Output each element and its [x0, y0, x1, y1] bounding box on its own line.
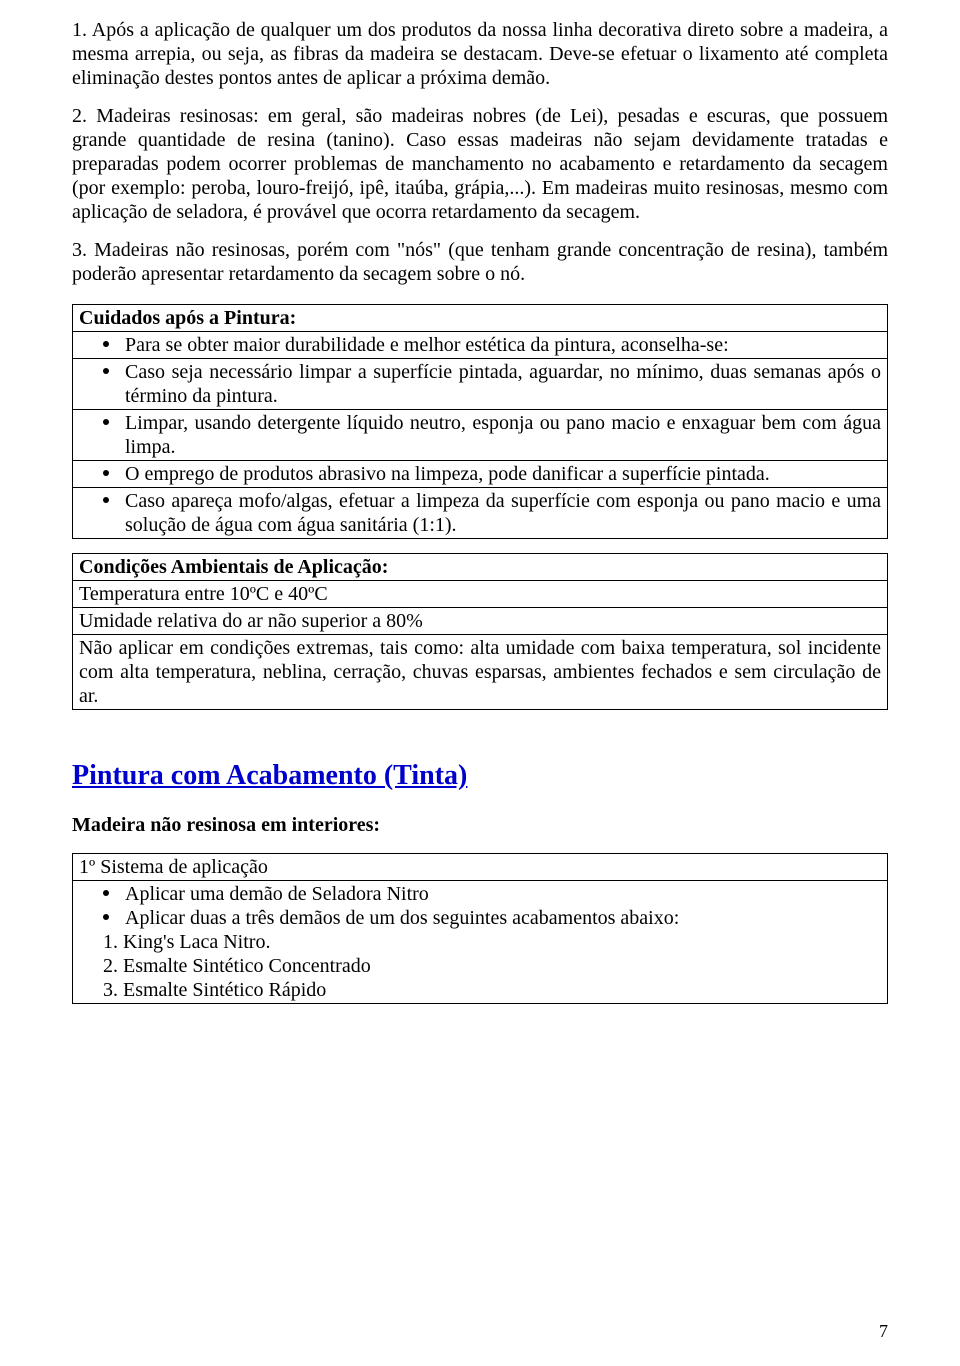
sub-heading: Madeira não resinosa em interiores: — [72, 814, 888, 837]
table-row: Aplicar uma demão de Seladora Nitro Apli… — [73, 881, 888, 1004]
bullet-text: Aplicar duas a três demãos de um dos seg… — [125, 906, 881, 930]
bullet-text: Limpar, usando detergente líquido neutro… — [125, 411, 881, 459]
item-number: 1. — [72, 19, 87, 41]
numbered-sub-item: 1. King's Laca Nitro. — [79, 930, 881, 954]
list-item: 2. Madeiras resinosas: em geral, são mad… — [72, 104, 888, 224]
list-item: 3. Madeiras não resinosas, porém com "nó… — [72, 238, 888, 286]
sub-text: King's Laca Nitro. — [123, 931, 270, 953]
table-row: Caso seja necessário limpar a superfície… — [73, 359, 888, 410]
table-row: Não aplicar em condições extremas, tais … — [73, 635, 888, 710]
sistema-title: 1º Sistema de aplicação — [73, 854, 888, 881]
numbered-sub-item: 2. Esmalte Sintético Concentrado — [79, 954, 881, 978]
bullet-text: Para se obter maior durabilidade e melho… — [125, 333, 881, 357]
numbered-sub-item: 3. Esmalte Sintético Rápido — [79, 978, 881, 1002]
item-text: Após a aplicação de qualquer um dos prod… — [72, 19, 888, 89]
sub-num: 1. — [103, 931, 118, 953]
sistema-table: 1º Sistema de aplicação Aplicar uma demã… — [72, 853, 888, 1004]
bullet-text: Aplicar uma demão de Seladora Nitro — [125, 882, 881, 906]
section-title: Cuidados após a Pintura: — [73, 305, 888, 332]
item-text: Madeiras não resinosas, porém com "nós" … — [72, 239, 888, 285]
sub-num: 2. — [103, 955, 118, 977]
bullet-text: Caso apareça mofo/algas, efetuar a limpe… — [125, 489, 881, 537]
table-row: O emprego de produtos abrasivo na limpez… — [73, 461, 888, 488]
bullet-icon — [103, 497, 109, 503]
sub-text: Esmalte Sintético Rápido — [123, 979, 326, 1001]
bullet-icon — [103, 890, 109, 896]
item-text: Madeiras resinosas: em geral, são madeir… — [72, 105, 888, 223]
bullet-icon — [103, 470, 109, 476]
section-title: Condições Ambientais de Aplicação: — [73, 554, 888, 581]
bullet-text: O emprego de produtos abrasivo na limpez… — [125, 462, 881, 486]
list-item: 1. Após a aplicação de qualquer um dos p… — [72, 18, 888, 90]
cuidados-table: Cuidados após a Pintura: Para se obter m… — [72, 304, 888, 539]
bullet-icon — [103, 368, 109, 374]
table-row: Umidade relativa do ar não superior a 80… — [73, 608, 888, 635]
item-number: 3. — [72, 239, 87, 261]
bullet-text: Caso seja necessário limpar a superfície… — [125, 360, 881, 408]
page-number: 7 — [879, 1321, 888, 1342]
sub-text: Esmalte Sintético Concentrado — [123, 955, 371, 977]
condicoes-table: Condições Ambientais de Aplicação: Tempe… — [72, 553, 888, 710]
page-heading-link: Pintura com Acabamento (Tinta) — [72, 760, 888, 792]
table-row: Limpar, usando detergente líquido neutro… — [73, 410, 888, 461]
bullet-icon — [103, 341, 109, 347]
numbered-list: 1. Após a aplicação de qualquer um dos p… — [72, 18, 888, 286]
item-number: 2. — [72, 105, 87, 127]
table-row: Caso apareça mofo/algas, efetuar a limpe… — [73, 488, 888, 539]
table-row: Para se obter maior durabilidade e melho… — [73, 332, 888, 359]
sub-num: 3. — [103, 979, 118, 1001]
bullet-icon — [103, 419, 109, 425]
table-row: Temperatura entre 10ºC e 40ºC — [73, 581, 888, 608]
document-page: 1. Após a aplicação de qualquer um dos p… — [0, 0, 960, 1366]
bullet-icon — [103, 914, 109, 920]
